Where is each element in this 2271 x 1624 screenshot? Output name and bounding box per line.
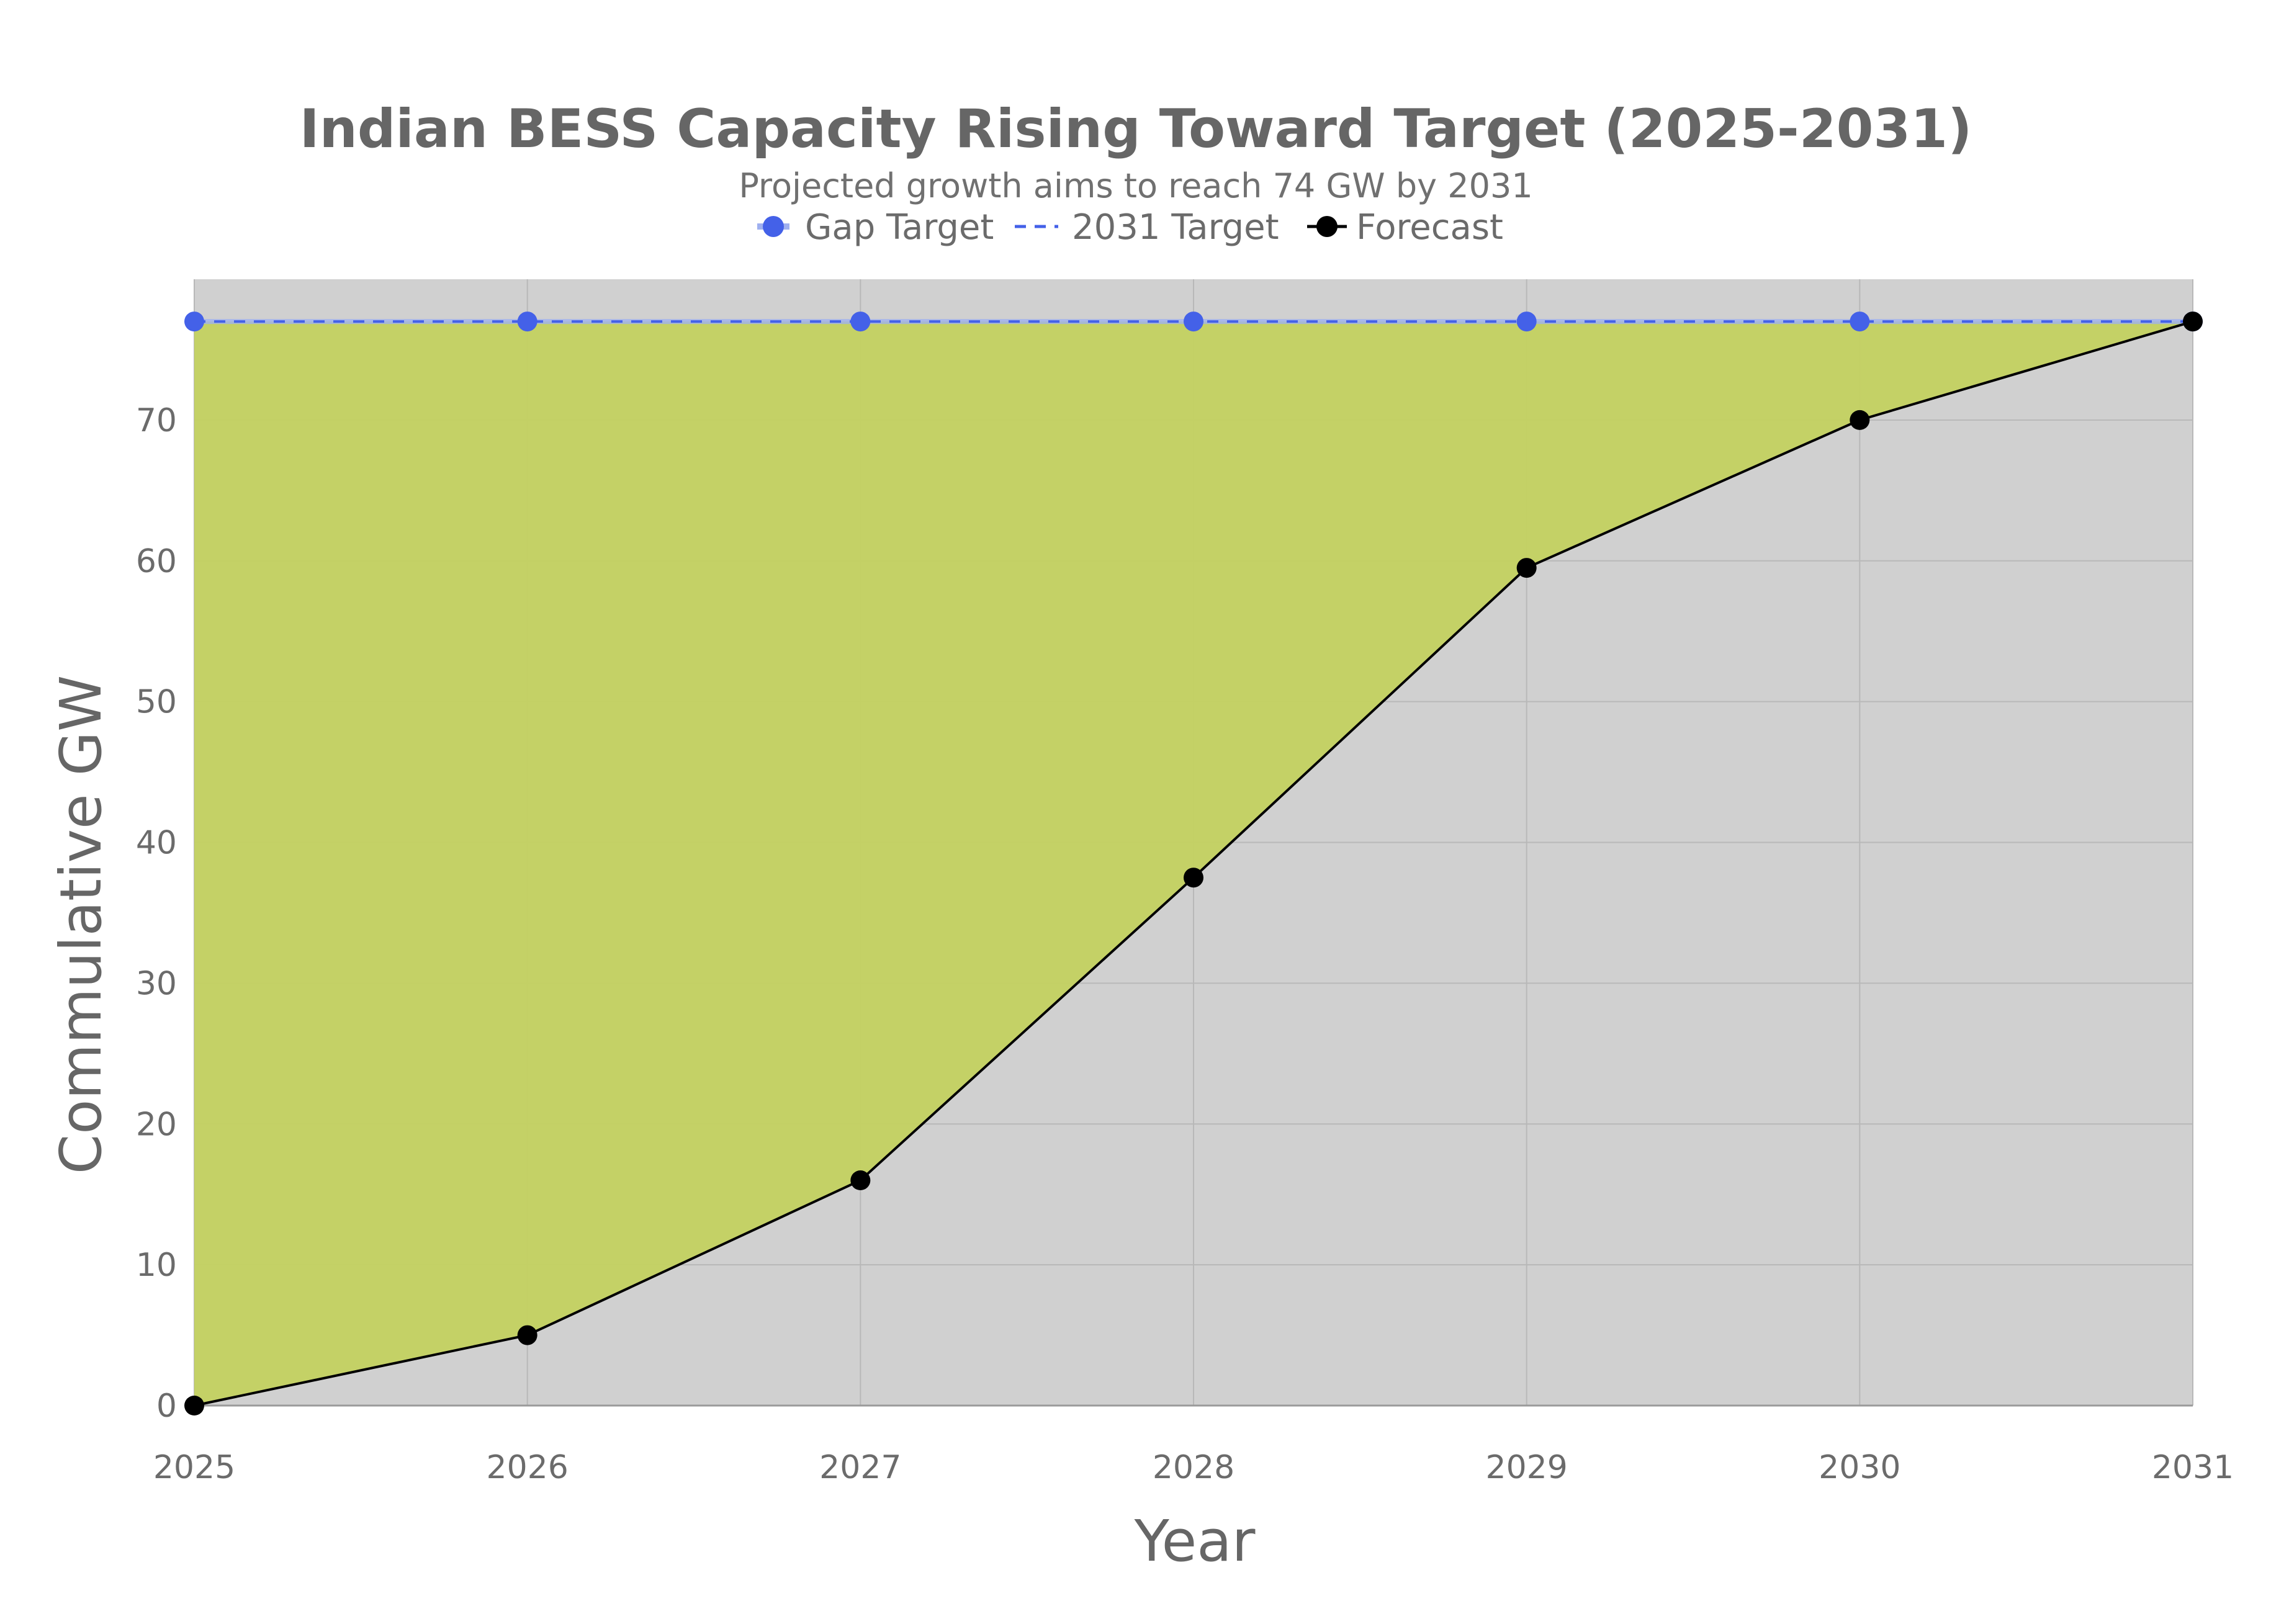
chart-title: Indian BESS Capacity Rising Toward Targe… xyxy=(300,98,1972,160)
x-axis-title: Year xyxy=(1134,1508,1256,1574)
legend-item-forecast[interactable]: Forecast xyxy=(1307,207,1503,248)
gap-fill-layer xyxy=(194,321,2193,1406)
gap-target-point xyxy=(850,312,871,332)
y-tick-label: 50 xyxy=(136,684,177,721)
gap-target-point xyxy=(184,312,204,332)
y-tick-label: 60 xyxy=(136,543,177,580)
y-tick-label: 20 xyxy=(136,1106,177,1143)
forecast-point xyxy=(1184,868,1203,888)
y-tick-label: 10 xyxy=(136,1247,177,1284)
legend-gap-target-label: Gap Target xyxy=(805,207,994,248)
y-tick-label: 40 xyxy=(136,825,177,862)
forecast-point xyxy=(1516,558,1537,578)
legend-2031-target-label: 2031 Target xyxy=(1072,207,1279,248)
x-tick-label: 2025 xyxy=(153,1449,235,1486)
forecast-point xyxy=(2183,312,2203,332)
x-tick-label: 2027 xyxy=(819,1449,901,1486)
forecast-point xyxy=(1850,410,1870,430)
gap-target-point xyxy=(517,312,537,332)
y-tick-label: 70 xyxy=(136,402,177,439)
legend-forecast-label: Forecast xyxy=(1356,207,1503,248)
series-markers xyxy=(184,312,2203,1415)
x-tick-label: 2031 xyxy=(2152,1449,2234,1486)
gap-target-point xyxy=(1184,312,1203,332)
y-tick-labels: 0 10 20 30 40 50 60 70 xyxy=(136,402,177,1425)
x-tick-label: 2028 xyxy=(1153,1449,1234,1486)
gap-area-fill xyxy=(194,321,2193,1406)
x-tick-label: 2026 xyxy=(486,1449,568,1486)
x-tick-labels: 2025 2026 2027 2028 2029 2030 2031 xyxy=(153,1449,2234,1486)
y-tick-label: 0 xyxy=(156,1388,177,1425)
gap-target-point xyxy=(1850,312,1870,332)
legend-item-gap-target[interactable]: Gap Target xyxy=(757,207,994,248)
legend-gap-target-swatch-marker xyxy=(763,216,784,237)
legend-item-2031-target[interactable]: 2031 Target xyxy=(1015,207,1279,248)
x-tick-label: 2030 xyxy=(1819,1449,1900,1486)
forecast-point xyxy=(184,1396,204,1415)
chart-subtitle: Projected growth aims to reach 74 GW by … xyxy=(739,166,1532,205)
forecast-point xyxy=(850,1170,871,1190)
x-tick-label: 2029 xyxy=(1485,1449,1567,1486)
legend-forecast-swatch-marker xyxy=(1316,216,1338,237)
y-axis-title: Commulative GW xyxy=(48,675,114,1174)
y-tick-label: 30 xyxy=(136,965,177,1002)
gap-target-point xyxy=(1516,312,1537,332)
forecast-point xyxy=(517,1325,537,1345)
legend: Gap Target 2031 Target Forecast xyxy=(757,207,1503,248)
